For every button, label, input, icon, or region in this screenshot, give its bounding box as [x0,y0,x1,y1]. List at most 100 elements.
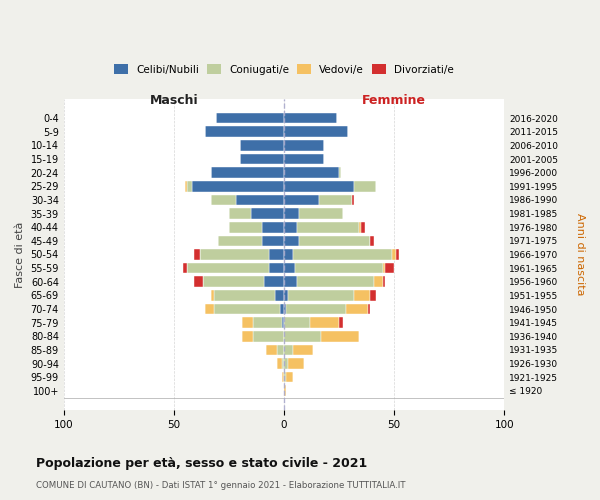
Bar [205,126,284,137]
Bar [284,304,286,314]
Bar [216,113,284,124]
Bar [355,181,376,192]
Text: Femmine: Femmine [362,94,426,108]
Bar [289,290,355,300]
Bar [355,290,370,300]
Bar [191,181,284,192]
Bar [242,318,253,328]
Bar [284,126,348,137]
Bar [284,372,286,382]
Bar [284,344,293,355]
Bar [187,181,191,192]
Bar [359,222,361,232]
Bar [214,304,280,314]
Bar [346,304,368,314]
Bar [269,263,284,274]
Bar [183,263,187,274]
Bar [242,331,253,342]
Bar [253,318,282,328]
Bar [269,249,284,260]
Bar [368,304,370,314]
Bar [284,290,289,300]
Bar [284,168,339,178]
Bar [211,290,214,300]
Bar [383,263,385,274]
Bar [284,154,323,164]
Bar [284,263,295,274]
Bar [211,168,284,178]
Bar [240,140,284,150]
Bar [194,249,200,260]
Bar [370,236,374,246]
Bar [297,222,359,232]
Bar [229,208,251,219]
Bar [229,222,262,232]
Bar [286,304,346,314]
Bar [297,276,374,287]
Legend: Celibi/Nubili, Coniugati/e, Vedovi/e, Divorziati/e: Celibi/Nubili, Coniugati/e, Vedovi/e, Di… [110,60,458,79]
Text: Popolazione per età, sesso e stato civile - 2021: Popolazione per età, sesso e stato civil… [36,458,367,470]
Bar [262,236,284,246]
Bar [284,236,299,246]
Text: Maschi: Maschi [149,94,198,108]
Bar [284,208,299,219]
Y-axis label: Anni di nascita: Anni di nascita [575,213,585,296]
Bar [385,263,394,274]
Bar [284,358,289,369]
Bar [284,113,337,124]
Bar [240,154,284,164]
Bar [282,372,284,382]
Bar [282,358,284,369]
Bar [284,194,319,205]
Bar [286,372,293,382]
Bar [218,236,262,246]
Bar [352,194,355,205]
Bar [280,304,284,314]
Bar [374,276,383,287]
Bar [361,222,365,232]
Bar [397,249,398,260]
Bar [299,208,343,219]
Bar [284,222,297,232]
Bar [310,318,339,328]
Bar [295,263,383,274]
Bar [205,304,214,314]
Bar [211,194,236,205]
Bar [284,181,355,192]
Bar [284,331,322,342]
Bar [319,194,352,205]
Bar [277,344,284,355]
Bar [282,318,284,328]
Text: COMUNE DI CAUTANO (BN) - Dati ISTAT 1° gennaio 2021 - Elaborazione TUTTITALIA.IT: COMUNE DI CAUTANO (BN) - Dati ISTAT 1° g… [36,481,406,490]
Bar [203,276,264,287]
Bar [277,358,282,369]
Bar [236,194,284,205]
Bar [293,249,392,260]
Bar [200,249,269,260]
Bar [194,276,203,287]
Bar [284,386,286,396]
Bar [251,208,284,219]
Bar [289,358,304,369]
Bar [284,276,297,287]
Bar [339,318,343,328]
Bar [187,263,269,274]
Bar [370,290,376,300]
Bar [214,290,275,300]
Bar [322,331,359,342]
Bar [299,236,370,246]
Bar [293,344,313,355]
Bar [253,331,284,342]
Bar [262,222,284,232]
Bar [185,181,187,192]
Bar [275,290,284,300]
Bar [339,168,341,178]
Bar [284,318,310,328]
Bar [284,249,293,260]
Bar [264,276,284,287]
Bar [284,140,323,150]
Bar [392,249,397,260]
Bar [266,344,277,355]
Y-axis label: Fasce di età: Fasce di età [15,222,25,288]
Bar [383,276,385,287]
